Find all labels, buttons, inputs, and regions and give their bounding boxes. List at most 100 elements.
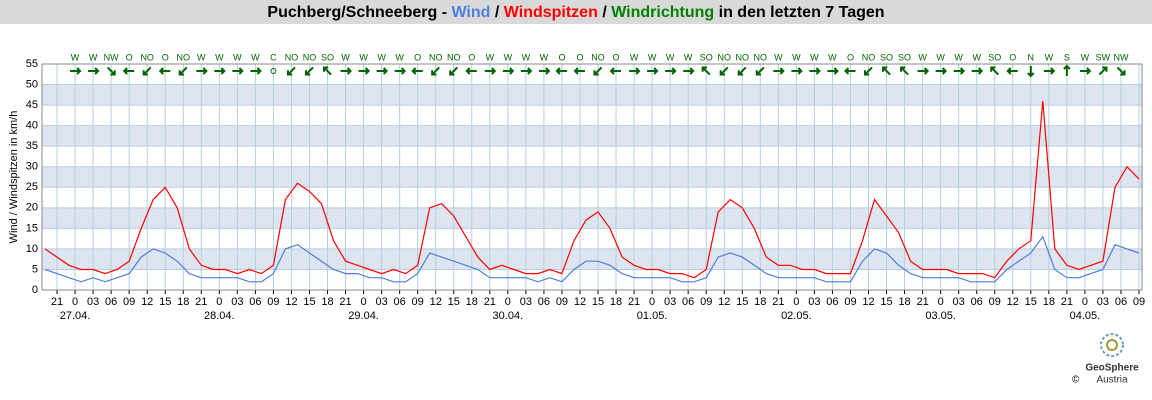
x-tick-label: 0 (72, 296, 78, 308)
y-tick-label: 15 (26, 222, 38, 234)
direction-arrow (971, 67, 984, 75)
grid-band (42, 248, 1142, 270)
x-tick-label: 03 (664, 296, 676, 308)
direction-label: SO (988, 52, 1001, 62)
direction-arrow (809, 67, 821, 75)
x-tick-label: 18 (177, 296, 189, 308)
x-tick-label: 18 (321, 296, 333, 308)
direction-arrow (1116, 66, 1126, 76)
direction-arrow (431, 66, 440, 76)
direction-label: NO (285, 52, 299, 62)
direction-label: W (954, 52, 963, 62)
direction-label: O (847, 52, 854, 62)
x-tick-label: 18 (898, 296, 910, 308)
title-gusts: Windspitzen (504, 4, 598, 21)
direction-arrow (322, 66, 332, 76)
direction-label: SO (700, 52, 713, 62)
direction-arrow (520, 67, 533, 75)
x-tick-label: 06 (394, 296, 406, 308)
x-tick-label: 21 (195, 296, 207, 308)
date-label: 04.05. (1070, 310, 1101, 322)
direction-label: NO (140, 52, 154, 62)
direction-label: O (126, 52, 133, 62)
direction-arrow (881, 66, 891, 76)
y-tick-label: 40 (26, 120, 38, 132)
x-tick-label: 15 (159, 296, 171, 308)
direction-label: W (71, 52, 80, 62)
direction-label: W (197, 52, 206, 62)
grid-band (42, 84, 1142, 106)
grid-band (42, 166, 1142, 188)
direction-arrow (953, 67, 966, 75)
x-tick-label: 21 (916, 296, 928, 308)
direction-arrow (900, 66, 909, 76)
direction-label: W (359, 52, 368, 62)
x-tick-label: 15 (736, 296, 748, 308)
y-tick-label: 30 (26, 161, 38, 173)
x-tick-label: 12 (1007, 296, 1019, 308)
x-tick-label: 21 (772, 296, 784, 308)
direction-label: SO (898, 52, 911, 62)
direction-label: O (468, 52, 475, 62)
direction-arrow (158, 67, 171, 75)
x-tick-label: 0 (361, 296, 367, 308)
direction-label: W (377, 52, 386, 62)
x-tick-label: 15 (448, 296, 460, 308)
direction-label: W (828, 52, 837, 62)
direction-label: W (972, 52, 981, 62)
direction-arrow (106, 66, 116, 76)
direction-arrow (196, 67, 208, 75)
x-tick-label: 06 (682, 296, 694, 308)
x-tick-label: 21 (339, 296, 351, 308)
direction-arrow (683, 67, 695, 75)
y-tick-label: 20 (26, 202, 38, 214)
y-tick-label: 50 (26, 78, 38, 90)
title-wind: Wind (451, 4, 490, 21)
direction-arrow (502, 67, 515, 75)
x-tick-label: 06 (538, 296, 550, 308)
x-tick-label: 09 (844, 296, 856, 308)
x-tick-label: 15 (1025, 296, 1037, 308)
direction-arrow (629, 67, 641, 75)
x-tick-label: 15 (303, 296, 315, 308)
direction-label: NO (591, 52, 605, 62)
direction-arrow (88, 67, 100, 75)
x-tick-label: 09 (1133, 296, 1145, 308)
date-label: 27.04. (60, 310, 91, 322)
direction-label: NO (177, 52, 191, 62)
direction-label: SW (1096, 52, 1111, 62)
direction-label: W (504, 52, 513, 62)
direction-label: W (774, 52, 783, 62)
direction-label: NO (717, 52, 731, 62)
direction-arrow (142, 66, 152, 76)
direction-arrow (737, 66, 747, 76)
direction-label: O (162, 52, 169, 62)
direction-arrow (1098, 66, 1108, 76)
x-tick-label: 12 (718, 296, 730, 308)
direction-arrow (555, 67, 567, 75)
logo-mark (1106, 339, 1118, 351)
direction-arrow (791, 67, 803, 75)
x-tick-label: 09 (556, 296, 568, 308)
title-prefix: Puchberg/Schneeberg - (267, 4, 447, 21)
direction-label: W (540, 52, 549, 62)
direction-label: W (89, 52, 98, 62)
direction-label: NO (303, 52, 317, 62)
x-tick-label: 03 (808, 296, 820, 308)
direction-arrow (122, 67, 135, 75)
direction-label: O (558, 52, 565, 62)
direction-label: W (810, 52, 819, 62)
direction-label: NW (104, 52, 119, 62)
x-tick-label: 18 (610, 296, 622, 308)
direction-label: W (233, 52, 242, 62)
x-tick-label: 03 (87, 296, 99, 308)
direction-label: S (1064, 52, 1070, 62)
direction-arrow (609, 67, 622, 75)
x-tick-label: 06 (1115, 296, 1127, 308)
direction-label: NO (862, 52, 876, 62)
direction-arrow (394, 67, 407, 75)
logo: GeoSphere © Austria (1072, 333, 1139, 386)
direction-label: W (1081, 52, 1090, 62)
direction-arrow (755, 66, 765, 76)
x-tick-label: 03 (953, 296, 965, 308)
